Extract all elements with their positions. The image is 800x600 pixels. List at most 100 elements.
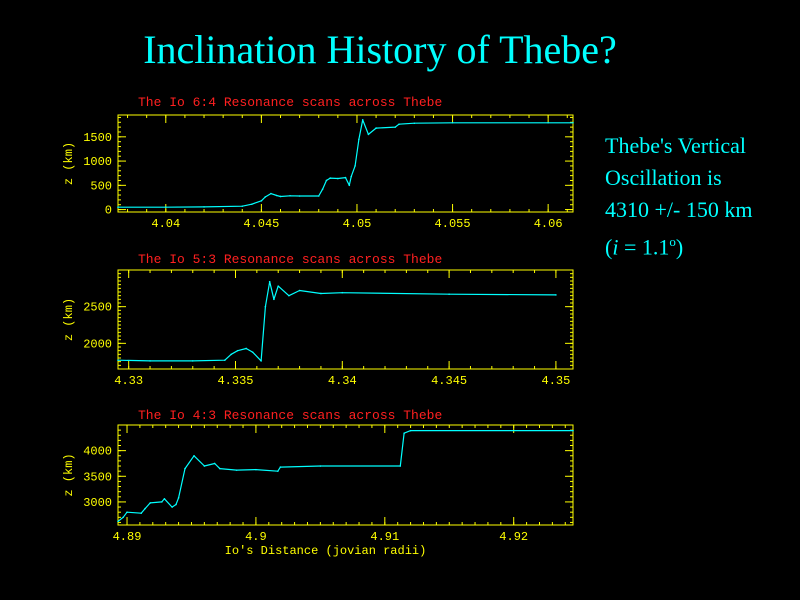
data-point	[277, 470, 279, 472]
data-point	[572, 429, 574, 432]
data-point	[350, 175, 353, 178]
data-point	[149, 502, 152, 504]
data-point	[236, 349, 239, 352]
data-point	[255, 468, 257, 471]
plot-frame	[117, 114, 574, 213]
x-tick-label: 4.04	[151, 217, 180, 231]
data-point	[144, 507, 146, 510]
x-axis-label: Io's Distance (jovian radii)	[225, 544, 427, 558]
data-point	[177, 497, 180, 499]
chart-title: The Io 4:3 Resonance scans across Thebe	[138, 408, 442, 423]
data-point	[448, 293, 450, 296]
data-series-line	[118, 119, 573, 208]
data-point	[213, 462, 216, 465]
data-point	[270, 192, 272, 195]
y-tick-label: 3000	[83, 496, 112, 510]
x-tick-label: 4.92	[499, 530, 528, 544]
data-point	[329, 177, 332, 179]
data-point	[171, 506, 173, 508]
note-inclination-value: = 1.1	[618, 234, 670, 260]
data-point	[367, 133, 370, 136]
note-inclination-symbol: i	[612, 234, 619, 260]
data-point	[184, 467, 186, 470]
data-point	[264, 196, 267, 198]
data-point	[149, 360, 151, 362]
data-point	[117, 359, 119, 362]
data-point	[341, 291, 344, 294]
y-tick-label: 2000	[83, 337, 112, 351]
data-point	[273, 298, 275, 301]
data-point	[260, 360, 262, 362]
data-point	[279, 466, 282, 468]
note-close-paren: )	[675, 234, 684, 260]
data-point	[451, 121, 454, 124]
data-point	[413, 122, 416, 125]
y-tick-label: 0	[105, 204, 112, 218]
x-tick-label: 4.89	[113, 530, 142, 544]
data-point	[298, 195, 301, 197]
note-degree-mark: o	[669, 234, 676, 249]
x-tick-label: 4.06	[534, 217, 563, 231]
data-point	[289, 194, 291, 197]
data-series-line	[117, 430, 573, 522]
data-point	[224, 359, 226, 362]
data-point	[298, 289, 301, 292]
plot-frame	[117, 424, 574, 526]
data-point	[354, 165, 356, 167]
data-point	[191, 360, 194, 362]
data-point	[279, 195, 282, 198]
note-line-3: 4310 +/- 150 km	[605, 197, 753, 222]
data-point	[264, 305, 267, 308]
data-point	[117, 520, 119, 523]
chart-panel-1: The Io 6:4 Resonance scans across Thebe 4…	[62, 95, 574, 231]
data-point	[275, 194, 278, 197]
data-point	[260, 200, 263, 202]
data-point	[230, 353, 233, 356]
data-point	[268, 280, 271, 283]
data-point	[547, 121, 549, 124]
note-line-2: Oscillation is	[605, 165, 722, 190]
data-point	[251, 203, 253, 206]
x-tick-label: 4.9	[245, 530, 267, 544]
y-tick-label: 1500	[83, 131, 112, 145]
data-point	[193, 454, 195, 457]
data-point	[203, 206, 205, 208]
x-tick-label: 4.05	[343, 217, 372, 231]
chart-panel-3: The Io 4:3 Resonance scans across Thebe 4…	[62, 408, 574, 558]
data-point	[321, 188, 324, 191]
data-point	[117, 206, 119, 208]
data-point	[140, 512, 143, 515]
data-point	[175, 503, 177, 506]
data-series-line	[117, 281, 556, 362]
data-point	[288, 294, 290, 297]
data-point	[277, 285, 280, 287]
y-tick-label: 3500	[83, 470, 112, 484]
x-tick-label: 4.34	[328, 374, 357, 388]
data-point	[251, 351, 254, 353]
data-point	[555, 294, 557, 296]
data-point	[122, 516, 124, 519]
data-point	[398, 123, 400, 126]
x-tick-label: 4.345	[431, 374, 467, 388]
x-tick-label: 4.35	[542, 374, 571, 388]
data-point	[163, 498, 166, 500]
data-point	[572, 121, 574, 124]
y-tick-label: 1000	[83, 155, 112, 169]
data-point	[245, 347, 247, 350]
x-tick-label: 4.045	[243, 217, 279, 231]
data-point	[409, 429, 412, 432]
data-point	[164, 206, 167, 208]
note-line-1: Thebe's Vertical	[605, 133, 747, 158]
y-tick-label: 4000	[83, 445, 112, 459]
y-axis-label: z (km)	[62, 298, 76, 341]
data-point	[337, 177, 339, 180]
plot-frame	[117, 269, 574, 370]
data-point	[358, 138, 360, 141]
x-tick-label: 4.91	[370, 530, 399, 544]
data-point	[235, 469, 238, 471]
data-point	[319, 465, 322, 467]
data-point	[361, 119, 364, 121]
data-point	[203, 465, 206, 467]
data-point	[219, 467, 221, 470]
